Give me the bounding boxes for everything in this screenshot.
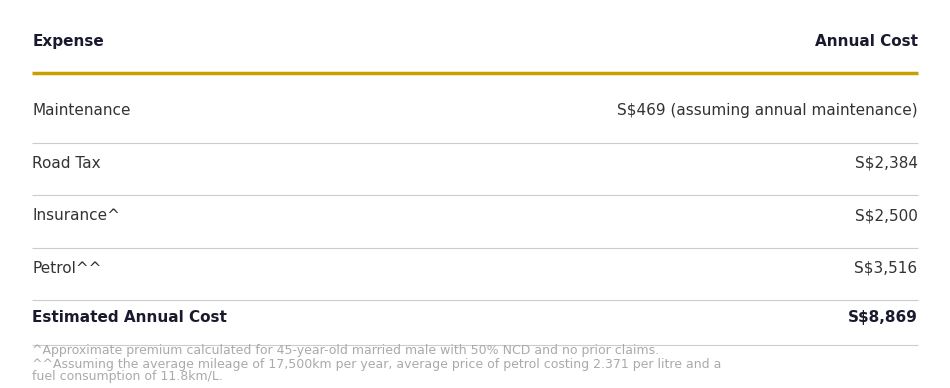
Text: Estimated Annual Cost: Estimated Annual Cost [32,310,227,324]
Text: Annual Cost: Annual Cost [814,34,918,49]
Text: Expense: Expense [32,34,104,49]
Text: Road Tax: Road Tax [32,156,101,171]
Text: S$8,869: S$8,869 [847,310,918,324]
Text: S$469 (assuming annual maintenance): S$469 (assuming annual maintenance) [617,104,918,118]
Text: S$3,516: S$3,516 [854,261,918,276]
Text: Insurance^: Insurance^ [32,208,121,223]
Text: Maintenance: Maintenance [32,104,131,118]
Text: S$2,384: S$2,384 [855,156,918,171]
Text: Petrol^^: Petrol^^ [32,261,102,276]
Text: ^Approximate premium calculated for 45-year-old married male with 50% NCD and no: ^Approximate premium calculated for 45-y… [32,344,659,357]
Text: fuel consumption of 11.8km/L.: fuel consumption of 11.8km/L. [32,371,223,383]
Text: ^^Assuming the average mileage of 17,500km per year, average price of petrol cos: ^^Assuming the average mileage of 17,500… [32,358,722,371]
Text: S$2,500: S$2,500 [855,208,918,223]
